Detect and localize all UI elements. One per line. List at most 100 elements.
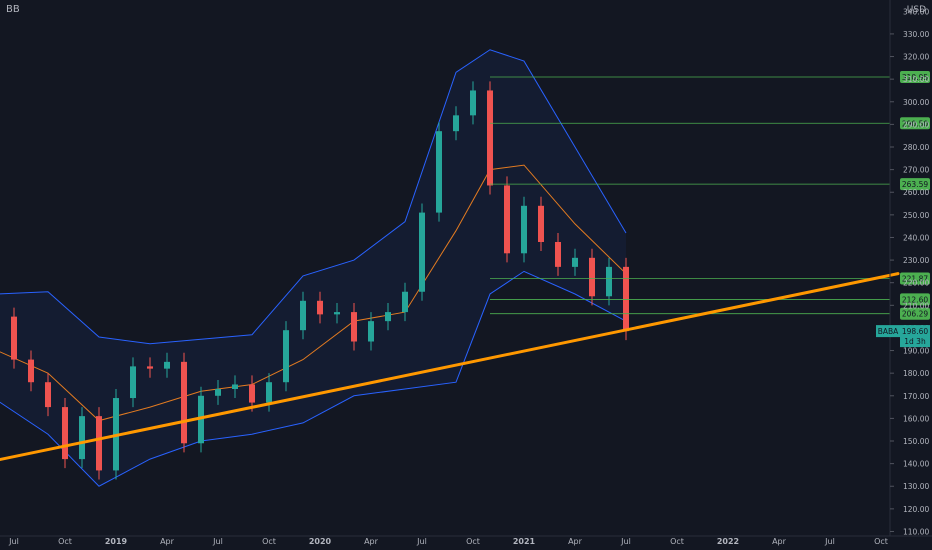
candle [334, 312, 340, 315]
indicator-label: BB [6, 4, 20, 15]
candle [470, 90, 476, 116]
candle [147, 366, 153, 369]
x-tick-label: 2019 [105, 537, 128, 546]
candle [368, 321, 374, 342]
candle [385, 312, 391, 322]
y-tick-label: 250.00 [903, 211, 929, 220]
candle [504, 185, 510, 254]
symbol-tag [876, 325, 900, 338]
y-tick-label: 190.00 [903, 347, 929, 356]
price-level-tag-text: 290.50 [902, 119, 928, 128]
x-tick-label: Oct [670, 537, 684, 546]
x-tick-label: Oct [58, 537, 72, 546]
y-tick-label: 300.00 [903, 98, 929, 107]
y-tick-label: 340.00 [903, 7, 929, 16]
candle [453, 115, 459, 132]
candle [45, 382, 51, 408]
price-level-tag [900, 307, 930, 320]
x-tick-label: 2021 [513, 537, 536, 546]
candle [232, 384, 238, 389]
last-price-tag [900, 325, 930, 348]
countdown-text: 1d 3h [904, 337, 926, 346]
y-tick-label: 280.00 [903, 143, 929, 152]
candle [266, 382, 272, 403]
currency-label[interactable]: USD [906, 5, 926, 15]
candle [215, 388, 221, 396]
y-tick-label: 140.00 [903, 460, 929, 469]
price-level-tag-text: 212.60 [902, 295, 928, 304]
x-tick-label: Apr [568, 537, 583, 546]
y-tick-label: 290.00 [903, 120, 929, 129]
y-tick-label: 230.00 [903, 256, 929, 265]
y-tick-label: 160.00 [903, 414, 929, 423]
y-tick-label: 170.00 [903, 392, 929, 401]
y-tick-label: 310.00 [903, 75, 929, 84]
last-price-text: 198.60 [902, 327, 928, 336]
x-tick-label: Apr [364, 537, 379, 546]
x-tick-label: Jul [212, 537, 223, 546]
y-tick-label: 240.00 [903, 233, 929, 242]
y-tick-label: 110.00 [903, 527, 929, 536]
candle [130, 366, 136, 399]
x-tick-label: Jul [824, 537, 835, 546]
bollinger-band-fill [0, 49, 626, 487]
y-tick-label: 150.00 [903, 437, 929, 446]
candle [521, 205, 527, 254]
y-tick-label: 270.00 [903, 166, 929, 175]
candle [538, 205, 544, 242]
candle [402, 291, 408, 313]
candle [623, 266, 629, 332]
y-tick-label: 120.00 [903, 505, 929, 514]
candle [198, 395, 204, 444]
y-tick-label: 130.00 [903, 482, 929, 491]
candle [79, 416, 85, 460]
price-level-tag-text: 263.59 [902, 180, 928, 189]
y-tick-label: 220.00 [903, 279, 929, 288]
x-tick-label: Oct [466, 537, 480, 546]
candle [283, 330, 289, 383]
trendline[interactable] [0, 272, 900, 464]
candle [96, 416, 102, 471]
candle [181, 361, 187, 444]
x-tick-label: Oct [262, 537, 276, 546]
x-tick-label: Oct [874, 537, 888, 546]
bollinger-upper-line [0, 49, 627, 345]
candle [419, 212, 425, 292]
y-tick-label: 320.00 [903, 53, 929, 62]
candle [164, 361, 170, 369]
candle [11, 316, 17, 360]
price-level-tag [900, 293, 930, 306]
x-tick-label: 2020 [309, 537, 332, 546]
candle [572, 257, 578, 267]
candle [300, 300, 306, 331]
price-level-tag [900, 272, 930, 285]
x-tick-label: Jul [620, 537, 631, 546]
bollinger-basis-line [0, 164, 627, 422]
candle [62, 407, 68, 460]
x-tick-label: Jul [416, 537, 427, 546]
price-level-tag [900, 71, 930, 84]
price-level-tag-text: 221.87 [902, 274, 928, 283]
candle [436, 131, 442, 213]
price-level-tag-text: 206.29 [902, 310, 928, 319]
x-tick-label: Apr [772, 537, 787, 546]
candle [317, 300, 323, 315]
y-tick-label: 330.00 [903, 30, 929, 39]
y-tick-label: 260.00 [903, 188, 929, 197]
candle [606, 266, 612, 297]
candle [249, 384, 255, 403]
y-tick-label: 210.00 [903, 301, 929, 310]
x-tick-label: Jul [8, 537, 19, 546]
y-tick-label: 180.00 [903, 369, 929, 378]
bollinger-lower-line [0, 270, 627, 487]
price-level-tag [900, 178, 930, 191]
symbol-tag-text: BABA [878, 327, 899, 336]
candle [28, 359, 34, 383]
x-tick-label: Apr [160, 537, 175, 546]
candle [351, 312, 357, 342]
candle [555, 241, 561, 267]
price-level-tag-text: 310.95 [902, 73, 928, 82]
x-tick-label: 2022 [717, 537, 739, 546]
